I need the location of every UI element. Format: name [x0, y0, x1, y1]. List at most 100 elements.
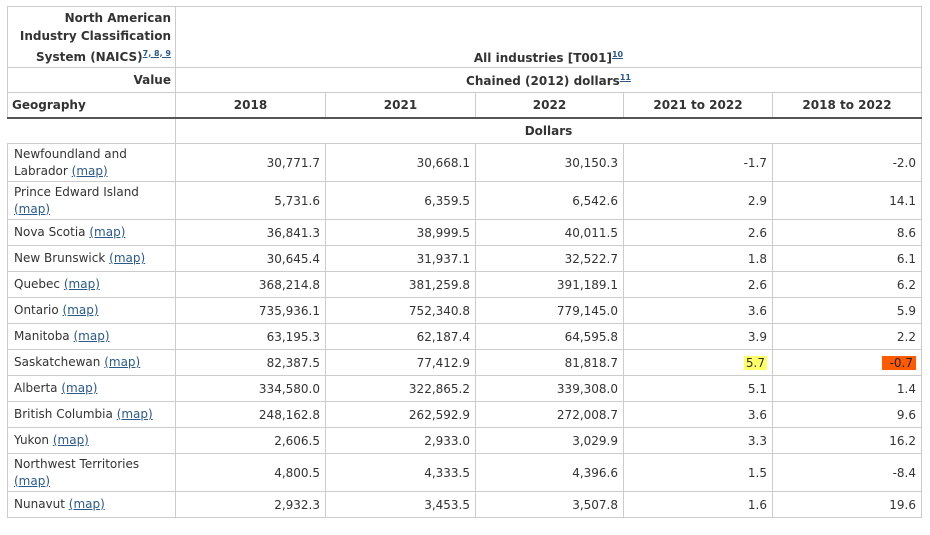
geography-cell: British Columbia (map) [7, 401, 176, 428]
cell-v2021: 322,865.2 [325, 375, 476, 402]
map-link[interactable]: (map) [89, 225, 126, 239]
table-row: Northwest Territories (map) 4,800.5 4,333.… [7, 453, 922, 492]
cell-c2122: 1.6 [623, 491, 773, 518]
table-row: New Brunswick (map) 30,645.4 31,937.1 32,52… [7, 245, 922, 272]
cell-c2122: 3.6 [623, 401, 773, 428]
geography-cell: Manitoba (map) [7, 323, 176, 350]
cell-v2022: 64,595.8 [475, 323, 624, 350]
table-row: Yukon (map) 2,606.5 2,933.0 3,029.9 3.3 16.2 [7, 427, 922, 454]
geography-cell: Nunavut (map) [7, 491, 176, 518]
map-link[interactable]: (map) [73, 329, 110, 343]
table-row: Saskatchewan (map) 82,387.5 77,412.9 81,818… [7, 349, 922, 376]
geography-cell: Newfoundland and Labrador (map) [7, 143, 176, 182]
cell-v2018: 368,214.8 [175, 271, 326, 298]
cell-c1822: 19.6 [772, 491, 922, 518]
table-row: British Columbia (map) 248,162.8 262,592.9… [7, 401, 922, 428]
unit-row: Dollars [175, 117, 922, 144]
cell-v2018: 82,387.5 [175, 349, 326, 376]
col-header-2021: 2021 [325, 92, 476, 119]
industry-label: All industries [T001] [473, 51, 612, 65]
cell-v2021: 30,668.1 [325, 143, 476, 182]
col-header-2018: 2018 [175, 92, 326, 119]
cell-c2122: 3.9 [623, 323, 773, 350]
geography-cell: Yukon (map) [7, 427, 176, 454]
cell-v2018: 735,936.1 [175, 297, 326, 324]
cell-v2022: 3,507.8 [475, 491, 624, 518]
geography-cell: Prince Edward Island (map) [7, 181, 176, 220]
cell-c2122: 5.7 [623, 349, 773, 376]
value-unit-footnote-link[interactable]: 11 [619, 72, 631, 82]
col-header-2022: 2022 [475, 92, 624, 119]
cell-v2018: 63,195.3 [175, 323, 326, 350]
table-row: Nunavut (map) 2,932.3 3,453.5 3,507.8 1.6 19.… [7, 491, 922, 518]
cell-c2122: 2.9 [623, 181, 773, 220]
geography-cell: Alberta (map) [7, 375, 176, 402]
cell-c1822: 6.1 [772, 245, 922, 272]
cell-v2022: 391,189.1 [475, 271, 624, 298]
cell-v2021: 262,592.9 [325, 401, 476, 428]
geography-cell: Ontario (map) [7, 297, 176, 324]
geography-header: Geography [7, 92, 176, 119]
geography-name: Ontario [14, 303, 63, 317]
table-row: Alberta (map) 334,580.0 322,865.2 339,308.0… [7, 375, 922, 402]
geography-cell: Northwest Territories (map) [7, 453, 176, 492]
map-link[interactable]: (map) [109, 251, 146, 265]
cell-v2021: 38,999.5 [325, 219, 476, 246]
cell-v2022: 339,308.0 [475, 375, 624, 402]
col-header-2018-to-2022: 2018 to 2022 [772, 92, 922, 119]
map-link[interactable]: (map) [14, 473, 51, 488]
map-link[interactable]: (map) [62, 303, 99, 317]
cell-v2021: 6,359.5 [325, 181, 476, 220]
naics-footnote-links[interactable]: 7, 8, 9 [142, 48, 171, 58]
cell-c1822: 9.6 [772, 401, 922, 428]
cell-v2021: 31,937.1 [325, 245, 476, 272]
cell-v2022: 81,818.7 [475, 349, 624, 376]
map-link[interactable]: (map) [52, 433, 89, 447]
col-header-2021-to-2022: 2021 to 2022 [623, 92, 773, 119]
cell-v2018: 248,162.8 [175, 401, 326, 428]
cell-c2122: 2.6 [623, 271, 773, 298]
table-row: Manitoba (map) 63,195.3 62,187.4 64,595.8 3.… [7, 323, 922, 350]
map-link[interactable]: (map) [104, 355, 141, 369]
cell-v2021: 77,412.9 [325, 349, 476, 376]
map-link[interactable]: (map) [68, 497, 105, 511]
map-link[interactable]: (map) [14, 201, 51, 216]
cell-c1822: 14.1 [772, 181, 922, 220]
geography-name: Nova Scotia [14, 225, 90, 239]
cell-c2122: 3.3 [623, 427, 773, 454]
map-link[interactable]: (map) [63, 277, 100, 291]
naics-header: North American Industry Classification S… [7, 6, 176, 68]
map-link[interactable]: (map) [116, 407, 153, 421]
highlight-yellow: 5.7 [743, 355, 767, 370]
cell-v2022: 6,542.6 [475, 181, 624, 220]
unit-row-blank [7, 117, 176, 144]
cell-v2018: 2,606.5 [175, 427, 326, 454]
cell-c1822: 2.2 [772, 323, 922, 350]
cell-v2022: 3,029.9 [475, 427, 624, 454]
geography-name: Prince Edward Island [14, 184, 139, 199]
cell-c2122: 1.8 [623, 245, 773, 272]
cell-v2018: 334,580.0 [175, 375, 326, 402]
cell-v2022: 30,150.3 [475, 143, 624, 182]
geography-cell: New Brunswick (map) [7, 245, 176, 272]
cell-c1822: 5.9 [772, 297, 922, 324]
geography-name: Quebec [14, 277, 64, 291]
cell-v2022: 40,011.5 [475, 219, 624, 246]
cell-v2022: 32,522.7 [475, 245, 624, 272]
cell-c1822: 16.2 [772, 427, 922, 454]
geography-name: Saskatchewan [14, 355, 105, 369]
geography-name: Newfoundland and Labrador [14, 146, 127, 178]
value-unit-label: Chained (2012) dollars [466, 73, 620, 88]
cell-v2018: 30,645.4 [175, 245, 326, 272]
industry-footnote-link[interactable]: 10 [611, 50, 624, 59]
geography-cell: Nova Scotia (map) [7, 219, 176, 246]
cell-v2022: 779,145.0 [475, 297, 624, 324]
highlight-orange: -0.7 [881, 355, 916, 370]
geography-name: Yukon [14, 433, 53, 447]
geography-cell: Saskatchewan (map) [7, 349, 176, 376]
map-link[interactable]: (map) [71, 163, 108, 178]
cell-c2122: -1.7 [623, 143, 773, 182]
table-row: Newfoundland and Labrador (map) 30,771.7 3… [7, 143, 922, 182]
map-link[interactable]: (map) [61, 381, 98, 395]
cell-v2021: 3,453.5 [325, 491, 476, 518]
